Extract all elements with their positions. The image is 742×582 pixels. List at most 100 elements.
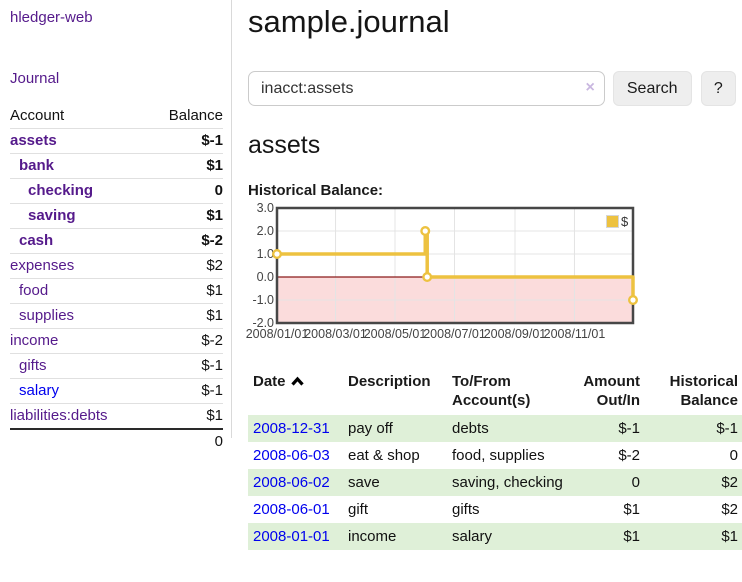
y-axis-tick-label: 3.0 [256,201,274,215]
register-row: 2008-06-02 save saving, checking 0 $2 [248,469,742,496]
register-table-body: 2008-12-31 pay off debts $-1 $-1 2008-06… [248,415,742,550]
y-axis-tick-label: 2.0 [256,224,274,238]
account-link[interactable]: bank [19,157,55,174]
account-balance: $-2 [146,328,223,354]
y-axis-tick-label: -2.0 [252,316,274,330]
account-link[interactable]: gifts [19,357,47,374]
transaction-amount: $1 [623,528,640,545]
transaction-date-link[interactable]: 2008-06-01 [253,501,330,518]
account-balance: $-1 [146,128,223,154]
transaction-description: gift [348,501,369,518]
register-row: 2008-01-01 income salary $1 $1 [248,523,742,550]
account-row: expenses $2 [10,253,223,279]
account-link[interactable]: supplies [19,307,75,324]
brand-link[interactable]: hledger-web [10,9,93,26]
account-row: saving $1 [10,203,223,229]
account-link[interactable]: expenses [10,257,75,274]
account-row: salary $-1 [10,378,223,404]
transaction-amount: $-2 [618,447,640,464]
transaction-accounts: salary [452,528,493,545]
transaction-date-link[interactable]: 2008-06-03 [253,447,330,464]
transaction-balance: $-1 [716,420,738,437]
search-box: × [248,71,605,106]
register-header-date[interactable]: Date [248,370,348,415]
account-balance: $1 [146,203,223,229]
balance-chart-plot [272,206,639,325]
accounts-total: 0 [146,428,223,454]
account-row: income $-2 [10,328,223,354]
accounts-header-balance: Balance [168,107,223,124]
transaction-balance: $2 [721,474,738,491]
account-link[interactable]: food [19,282,49,299]
account-balance: $1 [146,403,223,429]
register-table: Date Description To/From Account(s) Amou… [248,370,742,550]
account-balance: $1 [146,278,223,304]
main-content: sample.journal × Search ? assets Histori… [233,0,742,550]
transaction-date-link[interactable]: 2008-12-31 [253,420,330,437]
transaction-amount: $-1 [618,420,640,437]
x-axis-tick-label: 2008/03/01 [304,327,367,341]
account-link[interactable]: assets [10,132,57,149]
accounts-table-body: assets $-1 bank $1 checking 0 saving $1 … [10,128,223,429]
account-row: bank $1 [10,153,223,179]
account-link[interactable]: income [10,332,59,349]
account-link[interactable]: salary [19,382,60,399]
account-balance: $2 [146,253,223,279]
help-button[interactable]: ? [700,71,736,106]
accounts-table: Account Balance assets $-1 bank $1 check… [10,104,223,454]
page-title: sample.journal [248,4,450,39]
search-input[interactable] [248,71,605,106]
register-header-accounts: To/From Account(s) [452,373,531,409]
register-row: 2008-06-03 eat & shop food, supplies $-2… [248,442,742,469]
historical-balance-chart: 3.0 2.0 1.0 0.0 -1.0 -2.0 $ 2008/01/01 2008/03… [245,201,742,346]
account-balance: 0 [146,178,223,204]
transaction-date-link[interactable]: 2008-06-02 [253,474,330,491]
x-axis-tick-label: 2008/01/01 [245,327,309,341]
register-header-balance: Historical Balance [669,373,738,409]
search-form: × Search ? [248,71,736,106]
sort-ascending-icon [290,373,305,392]
x-axis-tick-label: 2008/07/01 [423,327,486,341]
register-header-description: Description [348,373,431,390]
register-header-row: Date Description To/From Account(s) Amou… [248,370,742,415]
accounts-total-row: 0 [10,428,223,454]
account-row: food $1 [10,278,223,304]
x-axis-tick-label: 2008/11/01 [543,327,606,341]
transaction-accounts: gifts [452,501,480,518]
account-link[interactable]: saving [28,207,76,224]
x-axis-tick-label: 2008/09/01 [483,327,547,341]
account-balance: $1 [146,153,223,179]
legend-swatch [606,215,619,228]
transaction-amount: $1 [623,501,640,518]
transaction-amount: 0 [631,474,640,491]
register-header-amount: Amount Out/In [583,373,640,409]
transaction-description: eat & shop [348,447,420,464]
transaction-accounts: debts [452,420,489,437]
account-row: checking 0 [10,178,223,204]
chart-section-label: Historical Balance: [248,182,384,199]
register-row: 2008-06-01 gift gifts $1 $2 [248,496,742,523]
chart-legend: $ [606,214,628,229]
transaction-description: save [348,474,380,491]
account-link[interactable]: liabilities:debts [10,407,108,424]
account-row: supplies $1 [10,303,223,329]
account-link[interactable]: cash [19,232,54,249]
sidebar: hledger-web Journal Account Balance asse… [0,0,232,454]
register-row: 2008-12-31 pay off debts $-1 $-1 [248,415,742,442]
account-balance: $-1 [146,353,223,379]
clear-search-icon[interactable]: × [585,79,595,96]
accounts-header-account: Account [10,107,65,124]
account-row: cash $-2 [10,228,223,254]
sidebar-item-journal[interactable]: Journal [10,70,60,87]
y-axis-tick-label: -1.0 [252,293,274,307]
legend-label: $ [621,214,629,229]
transaction-date-link[interactable]: 2008-01-01 [253,528,330,545]
account-row: gifts $-1 [10,353,223,379]
x-axis-tick-label: 2008/05/01 [363,327,427,341]
y-axis-tick-label: 0.0 [256,270,274,284]
search-button[interactable]: Search [612,71,692,106]
account-row: assets $-1 [10,128,223,154]
transaction-balance: $2 [721,501,738,518]
account-link[interactable]: checking [28,182,94,199]
account-row: liabilities:debts $1 [10,403,223,429]
